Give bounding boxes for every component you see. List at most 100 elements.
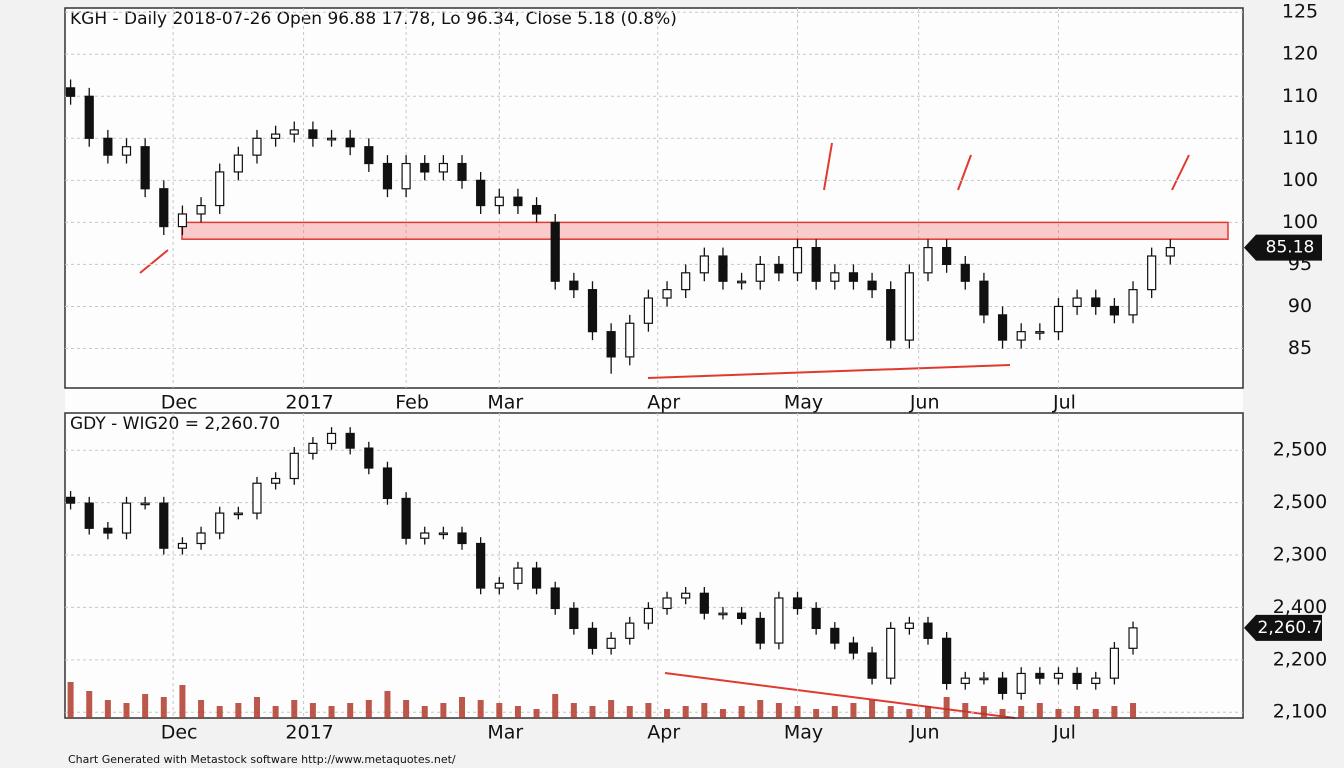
candle-body xyxy=(811,247,821,282)
candle-body xyxy=(65,87,76,97)
x-tick-label: Jun xyxy=(909,392,940,414)
volume-bar xyxy=(887,706,894,718)
candle-body xyxy=(401,497,411,539)
candle-body xyxy=(960,677,970,685)
trend-line xyxy=(647,364,1011,379)
candle-body xyxy=(792,247,803,274)
x-tick-label: Jun xyxy=(909,722,940,744)
volume-bar xyxy=(216,706,223,718)
volume-bar xyxy=(198,700,205,718)
volume-bar xyxy=(999,709,1006,718)
candle-body xyxy=(84,95,94,139)
candle-body xyxy=(774,597,784,644)
y-tick-label: 85 xyxy=(1288,337,1312,359)
candle-body xyxy=(569,280,579,291)
x-tick-label: Dec xyxy=(161,722,198,744)
candle-body xyxy=(643,607,654,624)
volume-bar xyxy=(1074,706,1081,718)
volume-bar xyxy=(906,709,913,718)
candle-body xyxy=(1165,247,1175,257)
volume-bar xyxy=(943,697,950,718)
candle-body xyxy=(513,196,523,207)
candle-body xyxy=(177,213,188,228)
candle-body xyxy=(792,597,803,610)
y-tick-label: 2,500 xyxy=(1273,439,1327,461)
candle-body xyxy=(886,627,896,679)
volume-bar xyxy=(589,706,596,718)
candle-body xyxy=(625,622,635,639)
candle-body xyxy=(699,255,709,274)
volume-bar xyxy=(421,706,428,718)
candle-body xyxy=(326,137,337,141)
candle-body xyxy=(923,247,933,274)
candle-body xyxy=(215,171,225,207)
candle-body xyxy=(531,567,542,589)
panel-frame xyxy=(64,412,1244,719)
candle-body xyxy=(1016,331,1026,341)
candle-body xyxy=(308,129,318,139)
candle-body xyxy=(103,137,113,156)
candle-body xyxy=(848,272,859,282)
candle-body xyxy=(942,247,952,266)
candle-body xyxy=(587,289,598,333)
candle-body xyxy=(942,637,952,685)
y-tick-label: 90 xyxy=(1288,295,1312,317)
candle-body xyxy=(177,542,188,549)
volume-bar xyxy=(123,703,130,718)
arrow xyxy=(823,142,833,191)
candle-body xyxy=(699,592,709,614)
volume-bar xyxy=(328,706,335,718)
candle-body xyxy=(121,146,132,156)
x-tick-label: Jul xyxy=(1052,722,1076,744)
candle-body xyxy=(979,677,989,681)
candle-body xyxy=(382,162,393,190)
volume-bar xyxy=(179,685,186,718)
candle-body xyxy=(252,137,262,156)
candle-body xyxy=(1072,672,1082,685)
volume-bar xyxy=(160,697,167,718)
volume-bar xyxy=(384,691,391,718)
candle-body xyxy=(569,607,579,629)
y-tick-label: 125 xyxy=(1282,1,1318,23)
candle-body xyxy=(438,532,448,536)
volume-bar xyxy=(440,703,447,718)
candle-body xyxy=(140,502,150,506)
volume-bar xyxy=(626,706,633,718)
candle-body xyxy=(531,204,542,215)
candle-body xyxy=(215,512,225,534)
candle-body xyxy=(420,162,430,173)
volume-bar xyxy=(496,703,503,718)
candle-body xyxy=(252,482,262,514)
x-tick-label: May xyxy=(784,722,823,744)
candle-body xyxy=(774,263,784,274)
candle-body xyxy=(401,162,411,190)
candle-body xyxy=(1091,297,1101,308)
arrow xyxy=(957,154,972,191)
volume-bar xyxy=(962,703,969,718)
last-price-tag xyxy=(1244,234,1322,261)
volume-bar xyxy=(608,700,615,718)
candle-body xyxy=(681,272,691,291)
candle-body xyxy=(550,587,560,610)
candle-body xyxy=(1128,627,1138,649)
candle-body xyxy=(364,447,374,469)
candle-body xyxy=(196,532,206,545)
x-tick-label: Apr xyxy=(647,392,680,414)
volume-bar xyxy=(980,706,987,718)
candle-body xyxy=(997,314,1008,341)
candle-body xyxy=(159,502,169,549)
x-tick-label: May xyxy=(784,392,823,414)
volume-bar xyxy=(813,709,820,718)
y-tick-label: 2,500 xyxy=(1273,491,1327,513)
volume-bar xyxy=(67,682,74,718)
candle-body xyxy=(886,289,896,341)
plot-background xyxy=(65,8,1243,718)
x-tick-label: 2017 xyxy=(285,392,333,414)
candle-body xyxy=(84,502,94,529)
candle-body xyxy=(643,297,654,324)
y-tick-label: 2,100 xyxy=(1273,701,1327,723)
candle-body xyxy=(438,162,448,173)
candle-body xyxy=(159,188,169,228)
volume-bar xyxy=(850,703,857,718)
